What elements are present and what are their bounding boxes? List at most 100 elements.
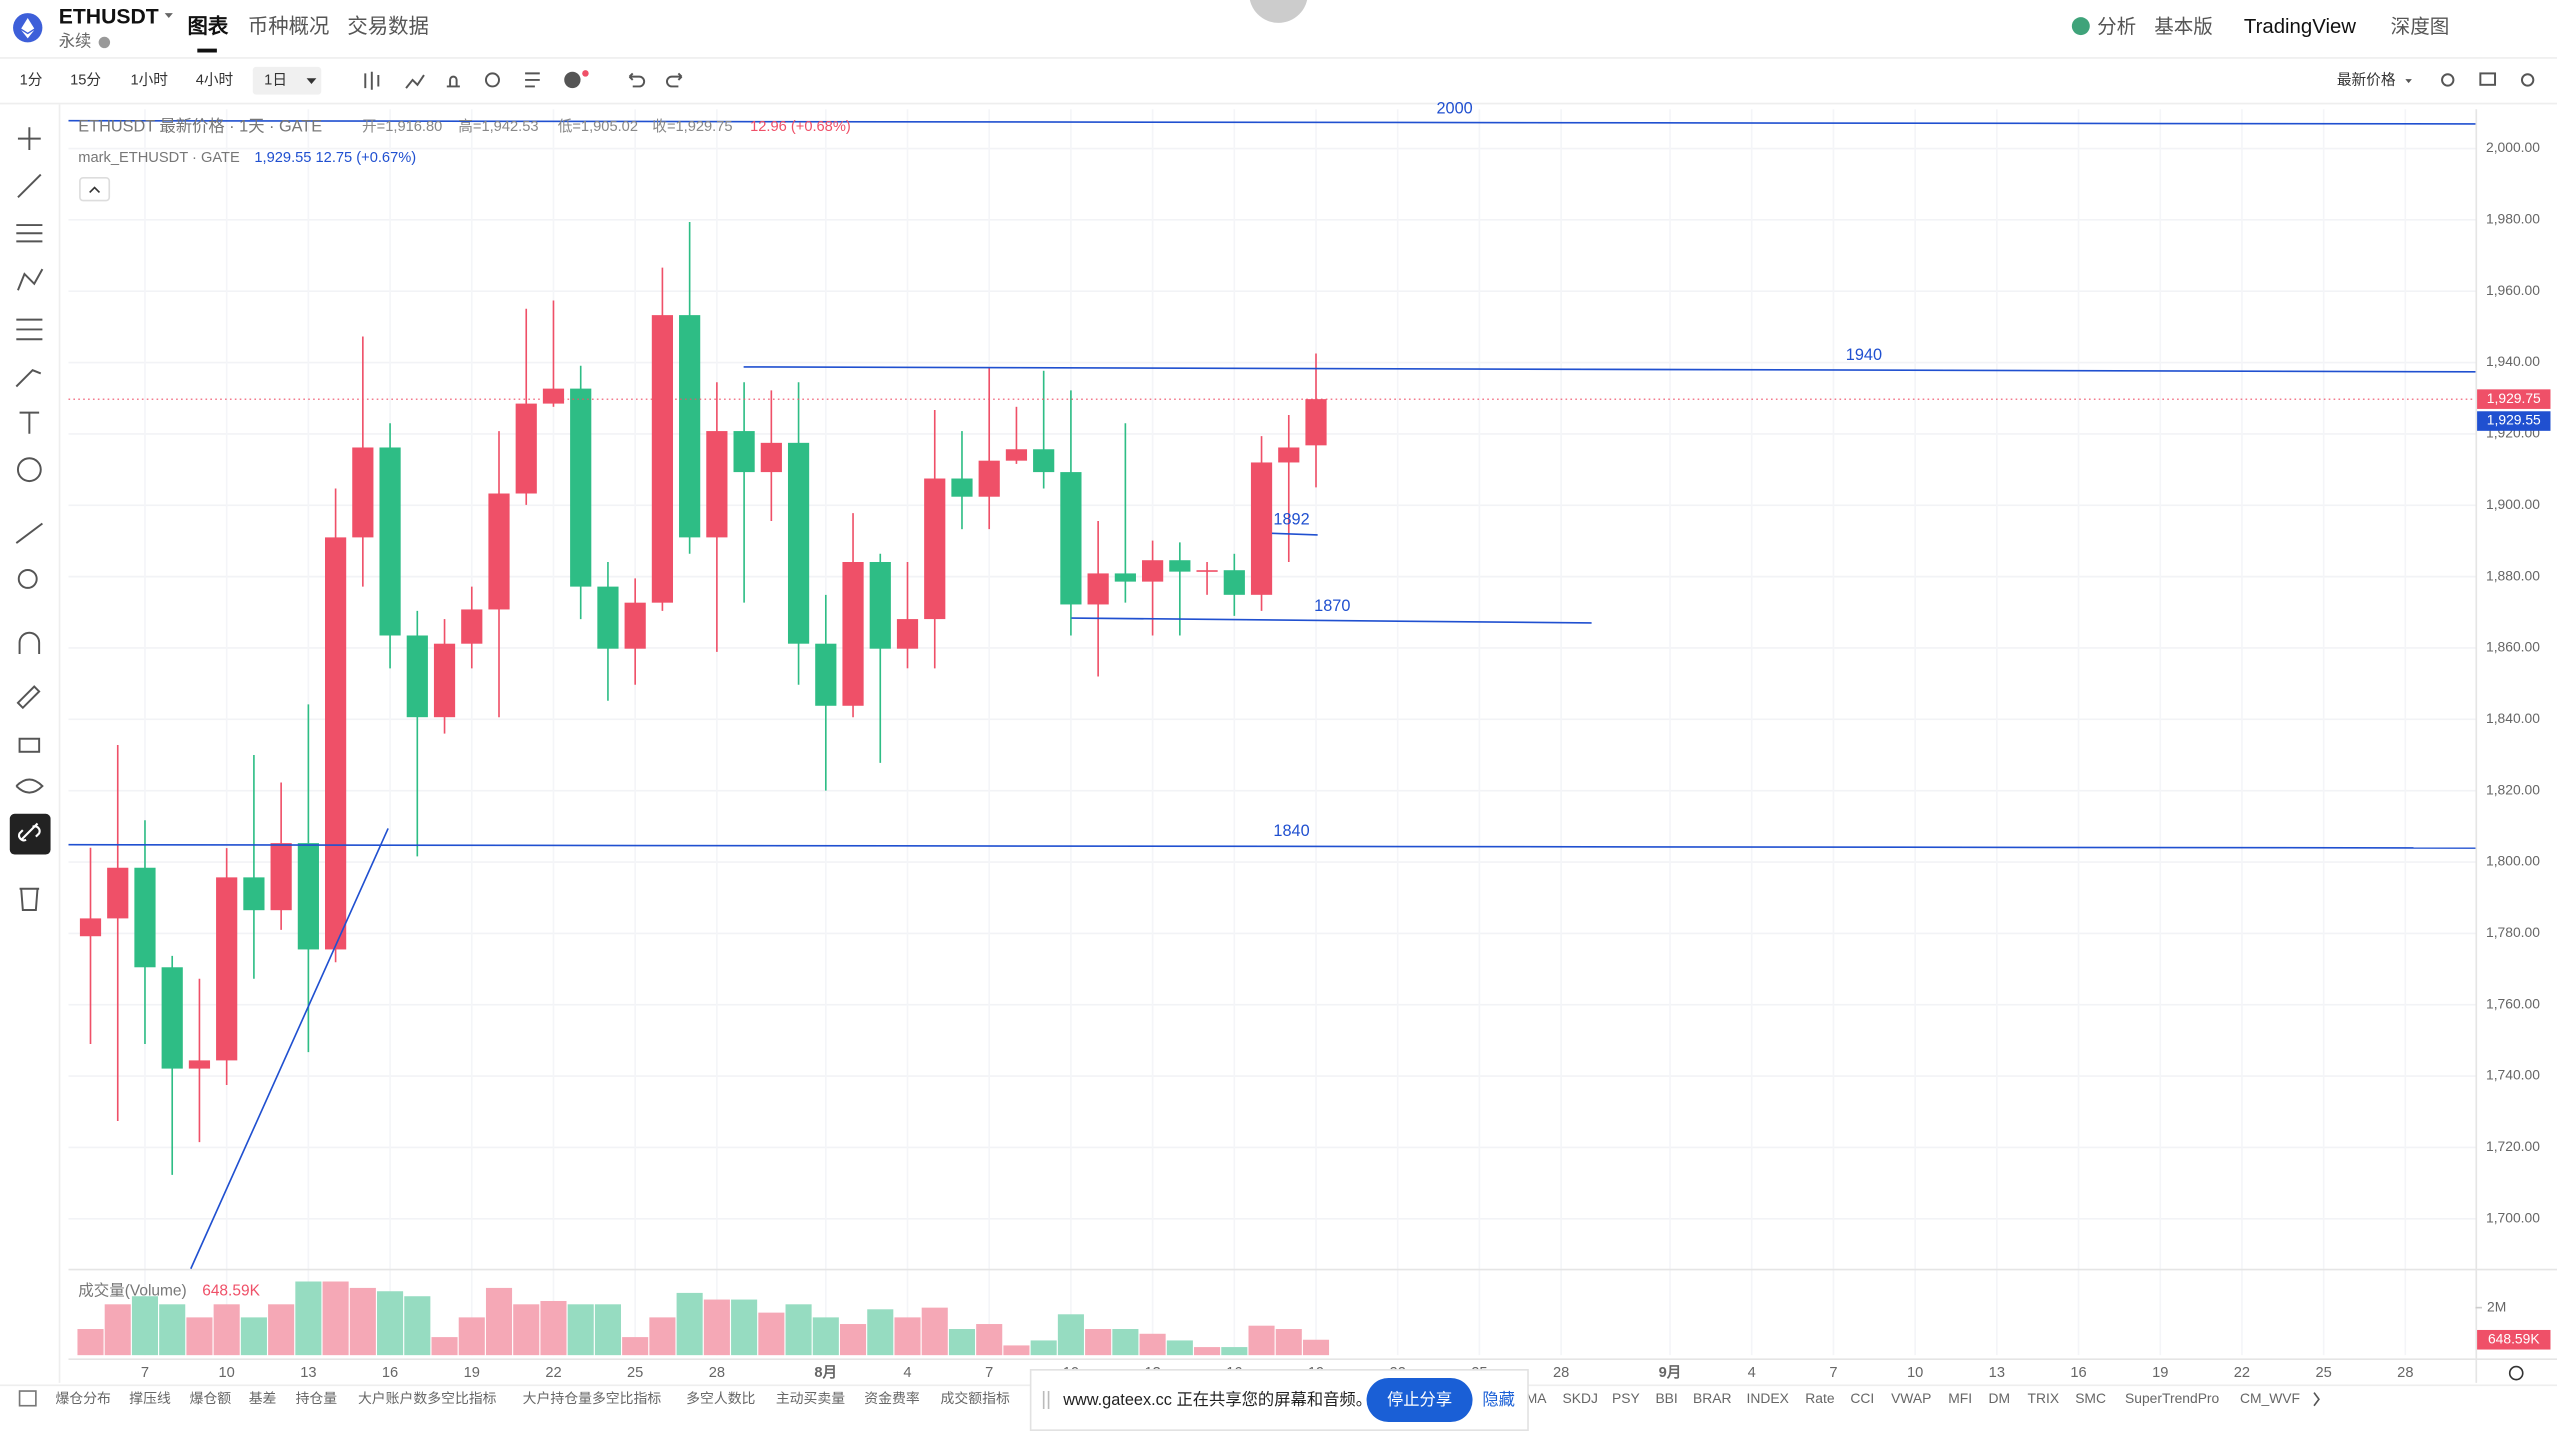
- indicator-tab[interactable]: 撑压线: [129, 1390, 171, 1406]
- indicator-tab[interactable]: BBI: [1655, 1390, 1677, 1406]
- redo-icon[interactable]: [666, 72, 683, 88]
- interval[interactable]: 1日: [264, 73, 287, 89]
- candle-body: [1142, 560, 1164, 582]
- candle-body: [1060, 472, 1082, 605]
- price-type[interactable]: 最新价格: [2337, 72, 2396, 89]
- measure-tool[interactable]: [15, 522, 43, 544]
- emoji-tool[interactable]: [16, 457, 42, 483]
- indicator-tab[interactable]: SuperTrendPro: [2125, 1390, 2220, 1406]
- candle-body: [1305, 399, 1327, 446]
- camera-icon[interactable]: [2479, 72, 2497, 86]
- stop-share-button[interactable]: [1366, 1377, 1473, 1423]
- delete-tool[interactable]: [19, 887, 40, 911]
- header-link[interactable]: 分析: [2097, 16, 2136, 38]
- candle-body: [161, 967, 183, 1069]
- lock-tool[interactable]: [18, 737, 41, 753]
- volume-bar: [649, 1317, 676, 1356]
- y-tick-label: 2,000.00: [2486, 139, 2540, 155]
- indicator-tab[interactable]: VWAP: [1891, 1390, 1931, 1406]
- candle-body: [297, 843, 319, 950]
- indicator-tab[interactable]: TRIX: [2028, 1390, 2060, 1406]
- floating-close[interactable]: [1249, 0, 1308, 23]
- interval[interactable]: 1小时: [130, 72, 168, 89]
- stop-share-label[interactable]: 停止分享: [1387, 1391, 1452, 1409]
- y-tick-label: 1,840.00: [2486, 710, 2540, 726]
- x-tick-label: 25: [627, 1365, 643, 1381]
- magnet-tool[interactable]: [18, 631, 41, 654]
- tab[interactable]: 币种概况: [248, 15, 330, 38]
- indicator-tab[interactable]: MFI: [1948, 1390, 1972, 1406]
- brush-tool[interactable]: [15, 369, 42, 388]
- crosshair-tool[interactable]: [17, 127, 41, 151]
- candle-body: [1087, 573, 1109, 605]
- volume-bar: [131, 1296, 159, 1356]
- indicator-tab[interactable]: 大户持仓量多空比指标: [523, 1390, 662, 1406]
- text-tool[interactable]: [19, 411, 40, 434]
- interval[interactable]: 4小时: [196, 72, 234, 89]
- indicator-tab[interactable]: 大户账户数多空比指标: [358, 1390, 497, 1406]
- projection-tool[interactable]: [16, 318, 43, 341]
- info-icon: [98, 36, 111, 49]
- indicator-tab[interactable]: Rate: [1805, 1390, 1835, 1406]
- indicators-icon[interactable]: [405, 74, 425, 89]
- volume-bar: [1139, 1333, 1166, 1356]
- collapse-legend[interactable]: [79, 176, 111, 202]
- indicator-tab[interactable]: 基差: [249, 1390, 277, 1406]
- candle-body: [842, 562, 864, 706]
- visibility-tool[interactable]: [15, 778, 44, 794]
- indicator-panel-icon[interactable]: [18, 1390, 37, 1407]
- indicator-tab[interactable]: CM_WVF: [2240, 1390, 2300, 1406]
- fib-tool[interactable]: [16, 224, 43, 243]
- indicator-tab[interactable]: 爆仓额: [190, 1390, 232, 1406]
- symbol[interactable]: ETHUSDT: [59, 6, 159, 29]
- trendline-tool[interactable]: [17, 173, 42, 199]
- zoom-tool[interactable]: [17, 568, 38, 589]
- template-icon[interactable]: [525, 72, 540, 88]
- link-tool[interactable]: [18, 822, 41, 842]
- tab[interactable]: 图表: [188, 14, 229, 38]
- settings-icon[interactable]: [2520, 73, 2535, 87]
- x-tick-label: 13: [300, 1365, 316, 1381]
- candle-body: [896, 619, 919, 649]
- candle-type-icon[interactable]: [364, 71, 380, 90]
- indicator-tab[interactable]: 资金费率: [864, 1390, 920, 1406]
- pattern-tool[interactable]: [17, 268, 44, 291]
- indicator-tab[interactable]: 主动买卖量: [776, 1390, 845, 1406]
- header-link[interactable]: TradingView: [2244, 16, 2356, 38]
- tab[interactable]: 交易数据: [347, 15, 429, 38]
- indicator-tab[interactable]: MA: [1526, 1390, 1548, 1406]
- interval[interactable]: 15分: [70, 72, 101, 89]
- indicator-tab[interactable]: 多空人数比: [686, 1390, 755, 1406]
- drawn-level-label: 2000: [1436, 100, 1472, 118]
- add-indicator-icon[interactable]: [564, 71, 581, 89]
- indicator-tab[interactable]: PSY: [1612, 1390, 1640, 1406]
- indicator-tab[interactable]: DM: [1989, 1390, 2011, 1406]
- indicator-tab[interactable]: 成交额指标: [941, 1390, 1010, 1406]
- volume-tick-label: 2M: [2487, 1298, 2506, 1314]
- candle-body: [79, 918, 102, 937]
- indicator-tab[interactable]: 爆仓分布: [55, 1390, 111, 1406]
- header-link[interactable]: 深度图: [2391, 16, 2450, 38]
- indicator-tab[interactable]: CCI: [1850, 1390, 1874, 1406]
- hide-link[interactable]: 隐藏: [1482, 1391, 1515, 1409]
- indicator-tab[interactable]: 持仓量: [296, 1390, 338, 1406]
- x-tick-label: 16: [382, 1365, 398, 1381]
- indicator-tab[interactable]: BRAR: [1693, 1390, 1732, 1406]
- indicator-tab[interactable]: SMC: [2075, 1390, 2106, 1406]
- alert-icon[interactable]: [446, 75, 460, 88]
- header-link[interactable]: 基本版: [2154, 16, 2213, 38]
- collapse-icon: [89, 186, 101, 194]
- indicator-scroll[interactable]: [2313, 1392, 2320, 1407]
- candle-body: [433, 643, 456, 718]
- replay-icon[interactable]: [484, 72, 500, 88]
- search-icon[interactable]: [2441, 73, 2455, 87]
- indicator-tab[interactable]: INDEX: [1747, 1390, 1789, 1406]
- indicator-tab[interactable]: SKDJ: [1562, 1390, 1597, 1406]
- volume-bar: [1302, 1339, 1330, 1356]
- lock-draw-tool[interactable]: [16, 685, 41, 710]
- undo-icon[interactable]: [628, 72, 646, 88]
- interval[interactable]: 1分: [20, 72, 43, 89]
- price-type-caret: [2405, 79, 2412, 84]
- candle-body: [1114, 573, 1136, 582]
- axis-settings[interactable]: [2508, 1365, 2524, 1381]
